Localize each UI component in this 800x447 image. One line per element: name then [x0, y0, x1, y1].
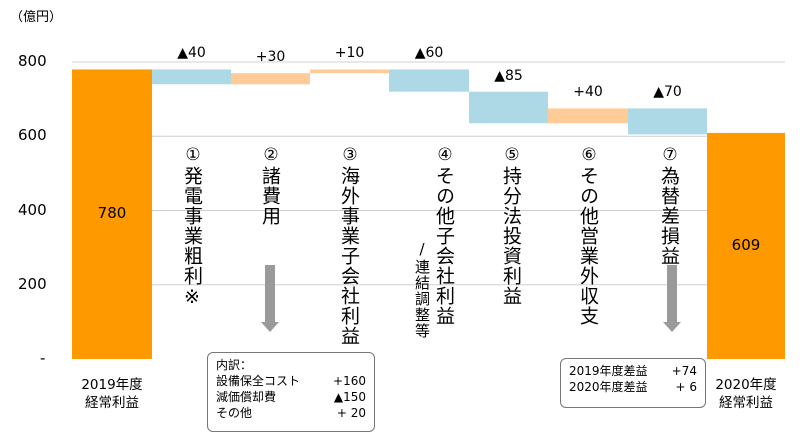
fx-note: 2019年度差益 +74 2020年度差益 + 6 [560, 358, 706, 408]
note-row: 2019年度差益 +74 [569, 364, 697, 378]
step-bar [628, 108, 707, 135]
down-arrow-icon [265, 265, 275, 323]
delta-label: ▲85 [494, 67, 523, 84]
step-label: 為替差損益 [658, 166, 680, 266]
step-number: ⑤ [504, 145, 520, 165]
start-bar-value: 780 [97, 204, 127, 223]
note-row: 2020年度差益 + 6 [569, 380, 697, 394]
step-number: ⑦ [662, 145, 678, 165]
delta-label: ▲70 [653, 84, 682, 101]
note-row: 減価償却費 ▲150 [216, 390, 366, 404]
step-bar [310, 69, 389, 74]
end-bar [707, 132, 785, 359]
start-bar [72, 69, 152, 360]
down-arrowhead-icon [663, 322, 681, 332]
step-label: 発電事業粗利※ [181, 166, 203, 309]
delta-label: ▲40 [177, 45, 206, 62]
step-number: ③ [342, 145, 358, 165]
step-bar [548, 108, 628, 124]
unit-label: （億円） [10, 10, 63, 25]
down-arrow-icon [667, 265, 677, 323]
step-label: 諸費用 [259, 166, 281, 226]
down-arrowhead-icon [261, 322, 279, 332]
delta-label: +30 [255, 49, 286, 66]
note-title: 内訳： [216, 358, 253, 372]
y-tick-label: 200 [18, 274, 47, 293]
y-tick-label: 800 [18, 52, 47, 70]
breakdown-note: 内訳： 設備保全コスト +160 減価償却費 ▲150 その他 + 20 [207, 352, 375, 432]
step-bar [389, 69, 469, 92]
start-category-label: 2019年度 経常利益 [81, 377, 143, 411]
step-number: ④ [437, 145, 453, 165]
note-row: 設備保全コスト +160 [216, 374, 366, 388]
step-sublabel: /連結調整等 [413, 240, 431, 339]
step-label: その他子会社利益 [433, 166, 455, 326]
delta-label: ▲60 [414, 45, 444, 62]
end-bar-value: 609 [731, 235, 761, 254]
y-tick-label: - [40, 349, 46, 367]
step-bar [469, 91, 548, 124]
step-number: ⑥ [581, 145, 597, 165]
y-tick-label: 400 [18, 200, 47, 219]
step-number: ② [263, 145, 279, 165]
y-tick-label: 600 [18, 126, 47, 145]
note-row: その他 + 20 [216, 406, 366, 420]
step-label: その他営業外収支 [577, 166, 599, 326]
step-bar [231, 73, 310, 85]
step-bar [152, 69, 231, 85]
delta-label: +40 [573, 84, 603, 101]
end-category-label: 2020年度 経常利益 [715, 377, 777, 411]
delta-label: +10 [334, 45, 365, 62]
step-label: 持分法投資利益 [500, 166, 522, 306]
step-label: 海外事業子会社利益 [338, 166, 360, 346]
step-number: ① [185, 145, 201, 165]
